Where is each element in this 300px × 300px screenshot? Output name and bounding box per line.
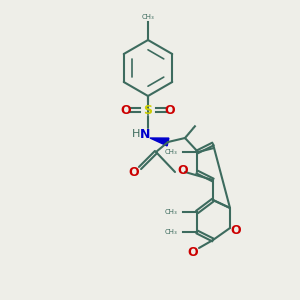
- Text: S: S: [143, 103, 152, 116]
- Text: O: O: [121, 103, 131, 116]
- Text: CH₃: CH₃: [164, 209, 177, 215]
- Text: O: O: [178, 164, 188, 176]
- Polygon shape: [150, 138, 169, 146]
- Text: O: O: [188, 245, 198, 259]
- Text: H: H: [132, 129, 140, 139]
- Text: O: O: [129, 166, 139, 178]
- Text: N: N: [140, 128, 150, 140]
- Text: O: O: [165, 103, 175, 116]
- Text: CH₃: CH₃: [164, 149, 177, 155]
- Text: CH₃: CH₃: [142, 14, 154, 20]
- Text: O: O: [231, 224, 241, 236]
- Text: CH₃: CH₃: [164, 229, 177, 235]
